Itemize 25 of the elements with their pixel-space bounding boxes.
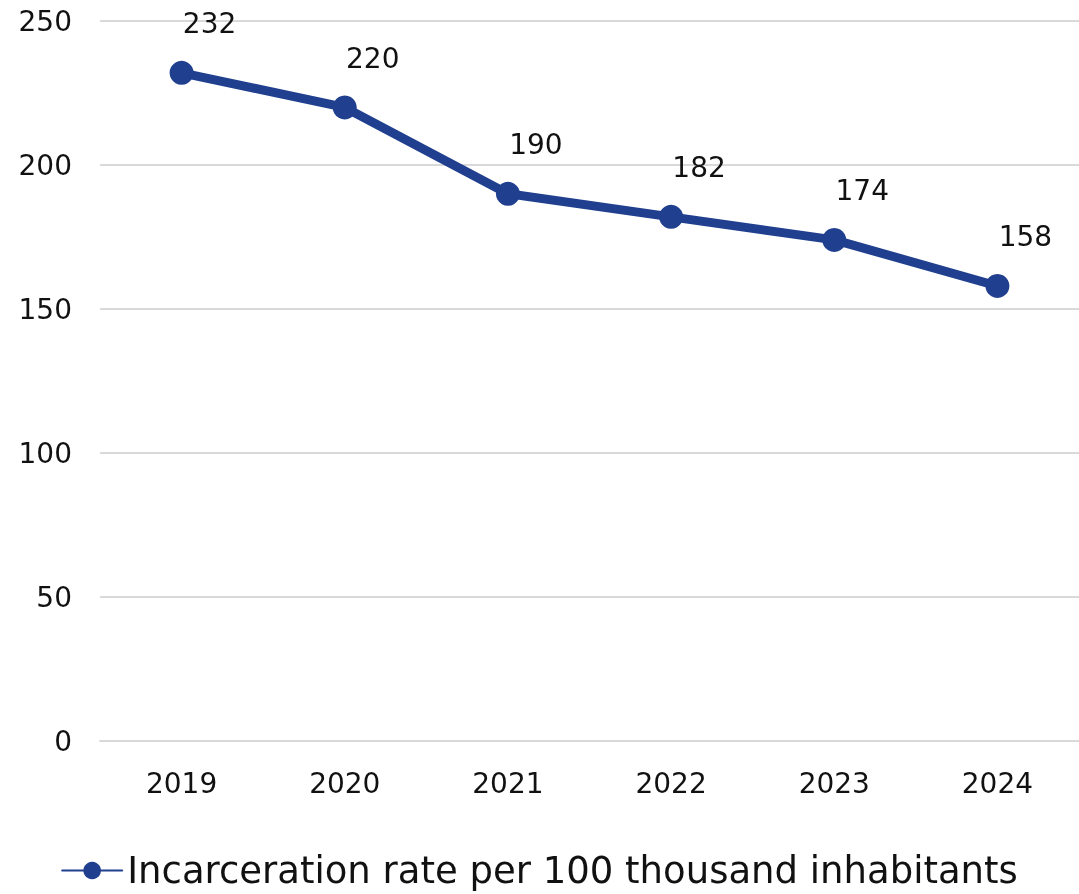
point [659,204,684,229]
x-tick-label: 2019 [145,766,218,800]
point [822,227,847,252]
y-tick-label: 250 [18,4,72,38]
x-tick-label: 2022 [635,766,707,800]
x-tick-label: 2024 [961,766,1034,800]
point [332,95,357,120]
data-label: 220 [346,41,400,75]
data-label: 232 [182,7,237,41]
y-tick-label: 0 [54,724,72,758]
legend-label: Incarceration rate per 100 thousand inhabitants [127,849,1018,892]
x-tick-label: 2021 [472,766,544,800]
x-tick-label: 2020 [309,766,381,800]
data-label: 158 [998,220,1053,254]
data-label: 190 [509,128,563,162]
point [985,273,1010,298]
y-tick-label: 100 [18,436,72,470]
x-tick-label: 2023 [798,766,870,800]
y-tick-label: 50 [36,580,72,614]
data-label: 174 [835,174,889,208]
y-tick-label: 200 [18,148,72,182]
point [495,181,520,206]
y-tick-label: 150 [18,292,72,326]
data-label: 182 [672,151,726,185]
point [169,60,194,85]
